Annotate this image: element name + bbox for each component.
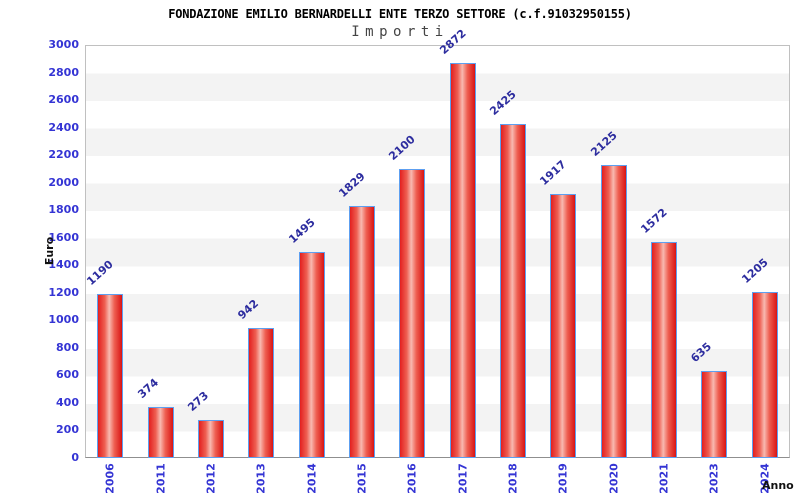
y-tick-label: 800 — [56, 340, 79, 354]
x-tick-label: 2020 — [607, 463, 621, 494]
x-tick-label: 2015 — [355, 463, 369, 494]
y-axis-label: Euro — [43, 236, 56, 266]
x-tick-label: 2013 — [254, 463, 268, 494]
bar-2012 — [197, 420, 224, 458]
y-tick-label: 2800 — [48, 65, 79, 79]
bar-2014 — [298, 252, 325, 458]
y-tick-label: 1400 — [48, 258, 79, 272]
y-tick-label: 1000 — [48, 313, 79, 327]
x-tick-label: 2016 — [405, 463, 419, 494]
y-tick-label: 3000 — [48, 38, 79, 51]
x-tick-label: 2021 — [657, 463, 671, 494]
bar-2018 — [500, 124, 527, 458]
bar-2024 — [751, 292, 778, 458]
bar-2021 — [651, 242, 678, 458]
x-tick-label: 2014 — [305, 463, 319, 494]
y-tick-label: 400 — [56, 395, 79, 409]
bar-2017 — [449, 63, 476, 458]
y-tick-label: 1200 — [48, 285, 79, 299]
bar-2020 — [600, 165, 627, 458]
x-tick-label: 2006 — [103, 463, 117, 494]
x-tick-label: 2023 — [707, 463, 721, 494]
chart-subtitle: Importi — [351, 24, 449, 40]
bar-2019 — [550, 194, 577, 458]
x-tick-label: 2012 — [204, 463, 218, 494]
bar-2013 — [248, 328, 275, 458]
bar-2016 — [399, 169, 426, 458]
x-tick-label: 2011 — [154, 463, 168, 494]
y-tick-label: 2200 — [48, 148, 79, 162]
x-tick-label: 2018 — [506, 463, 520, 494]
bar-2006 — [97, 294, 124, 458]
y-tick-label: 1600 — [48, 230, 79, 244]
x-tick-label: 2019 — [556, 463, 570, 494]
y-tick-label: 2600 — [48, 93, 79, 107]
plot-area — [85, 45, 790, 458]
y-tick-label: 2400 — [48, 120, 79, 134]
y-tick-label: 2000 — [48, 175, 79, 189]
x-tick-label: 2017 — [456, 463, 470, 494]
bar-2023 — [701, 371, 728, 458]
x-axis-label: Anno — [762, 479, 794, 492]
bar-2015 — [348, 206, 375, 458]
y-tick-label: 0 — [71, 451, 79, 464]
y-tick-label: 200 — [56, 423, 79, 437]
chart-title: FONDAZIONE EMILIO BERNARDELLI ENTE TERZO… — [168, 7, 632, 21]
y-tick-label: 1800 — [48, 203, 79, 217]
bar-2011 — [147, 407, 174, 458]
y-tick-label: 600 — [56, 368, 79, 382]
